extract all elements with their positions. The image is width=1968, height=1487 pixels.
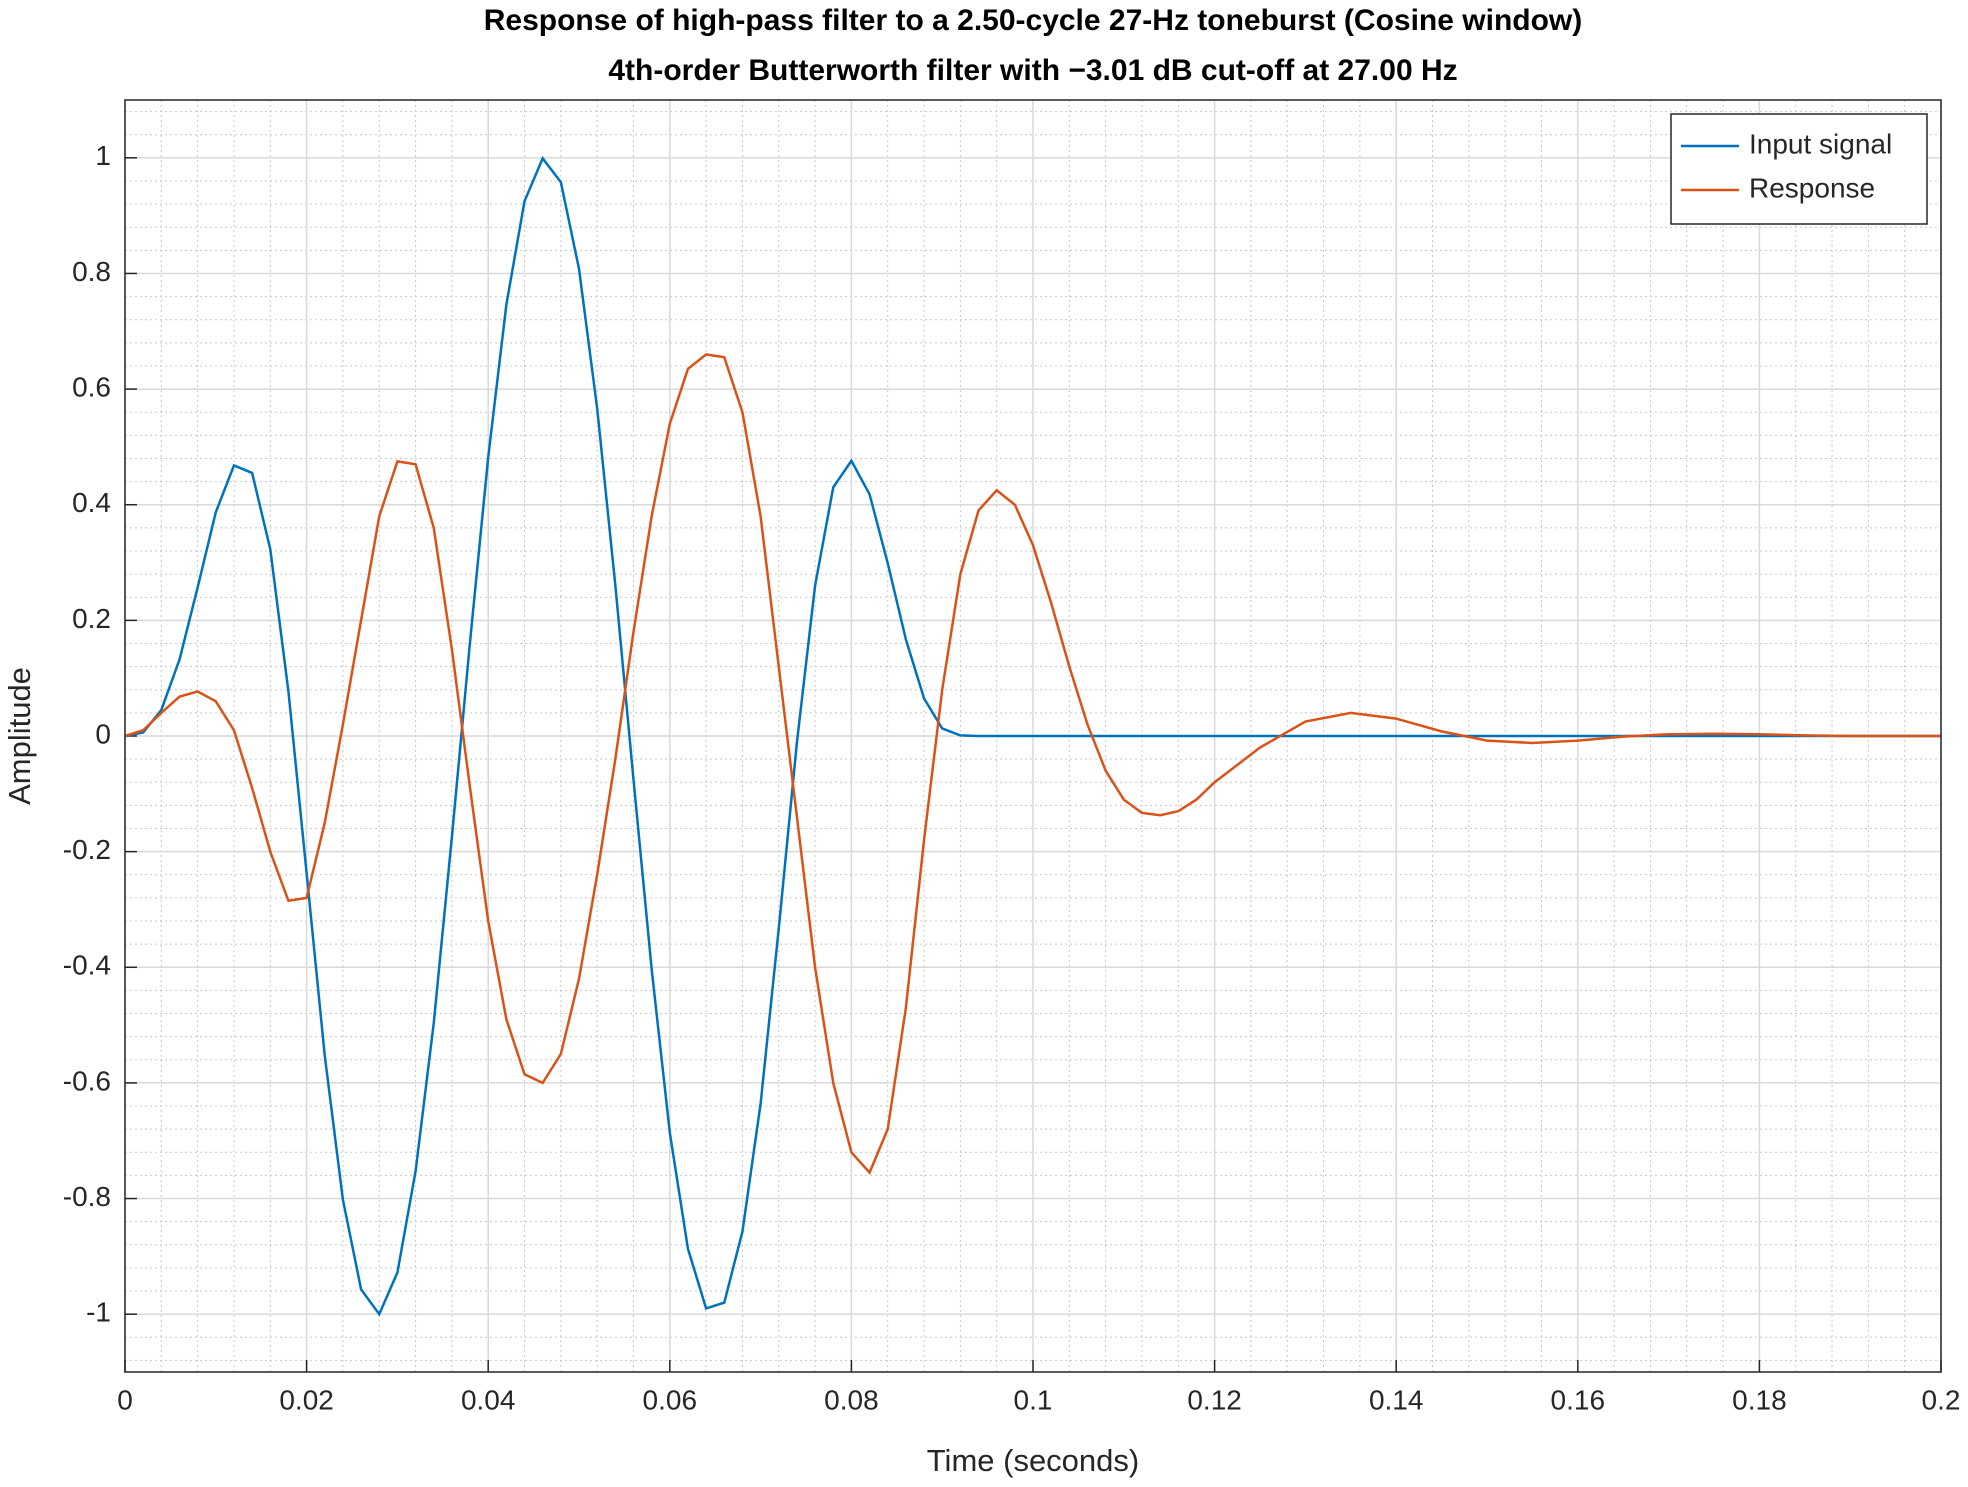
y-tick-label: -0.2 bbox=[63, 834, 111, 865]
x-tick-label: 0.08 bbox=[824, 1384, 879, 1415]
x-tick-label: 0.02 bbox=[279, 1384, 334, 1415]
chart-title: Response of high-pass filter to a 2.50-c… bbox=[484, 4, 1583, 37]
legend-label: Input signal bbox=[1749, 128, 1892, 159]
y-tick-label: -1 bbox=[86, 1297, 111, 1328]
y-tick-label: 0.2 bbox=[72, 603, 111, 634]
x-tick-label: 0.04 bbox=[461, 1384, 516, 1415]
x-tick-label: 0.2 bbox=[1922, 1384, 1961, 1415]
legend-label: Response bbox=[1749, 172, 1875, 203]
y-tick-label: 0.8 bbox=[72, 256, 111, 287]
y-tick-label: -0.8 bbox=[63, 1181, 111, 1212]
x-tick-label: 0.06 bbox=[643, 1384, 698, 1415]
x-tick-label: 0.12 bbox=[1187, 1384, 1242, 1415]
x-axis-label: Time (seconds) bbox=[927, 1443, 1139, 1478]
x-tick-label: 0 bbox=[117, 1384, 133, 1415]
series-line bbox=[124, 155, 1941, 1317]
chart-subtitle: 4th-order Butterworth filter with −3.01 … bbox=[608, 54, 1457, 87]
y-tick-label: 0.4 bbox=[72, 487, 111, 518]
x-tick-label: 0.1 bbox=[1014, 1384, 1053, 1415]
x-tick-label: 0.18 bbox=[1732, 1384, 1787, 1415]
legend: Input signal Response bbox=[1670, 113, 1928, 225]
y-tick-label: 1 bbox=[95, 140, 111, 171]
y-tick-label: -0.4 bbox=[63, 950, 111, 981]
axes-box bbox=[124, 99, 1942, 1373]
legend-box bbox=[1670, 113, 1928, 225]
y-tick-label: 0.6 bbox=[72, 371, 111, 402]
x-tick-label: 0.14 bbox=[1369, 1384, 1424, 1415]
series-line bbox=[124, 353, 1941, 1175]
y-tick-label: 0 bbox=[95, 718, 111, 749]
y-tick-label: -0.6 bbox=[63, 1065, 111, 1096]
y-axis-label: Amplitude bbox=[2, 667, 37, 805]
x-tick-label: 0.16 bbox=[1551, 1384, 1606, 1415]
